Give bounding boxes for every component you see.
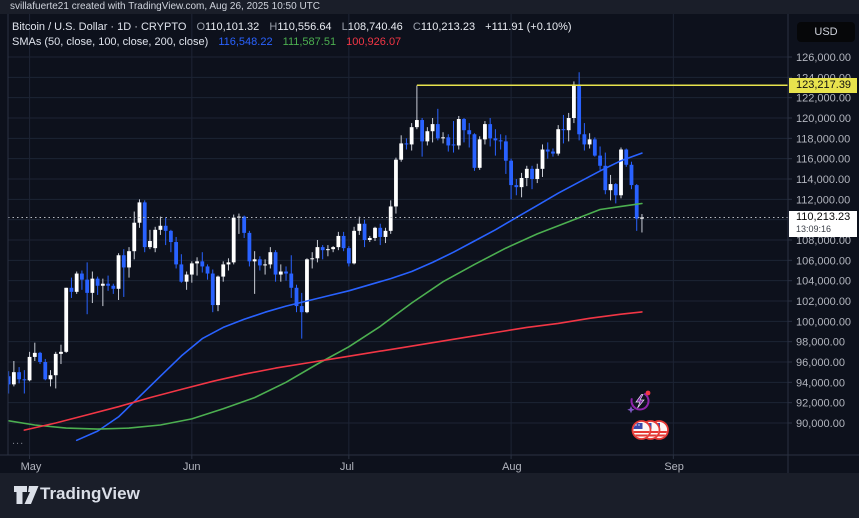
- footer-bar: TradingView: [0, 473, 859, 518]
- chart-canvas[interactable]: 126,000.00124,000.00122,000.00120,000.00…: [0, 14, 859, 473]
- price-axis-label: 100,000.00: [796, 316, 851, 328]
- attribution-bar: svillafuerte21 created with TradingView.…: [0, 0, 859, 14]
- symbol-title[interactable]: Bitcoin / U.S. Dollar · 1D · CRYPTO: [12, 21, 187, 33]
- ohlc-open-key: O: [196, 21, 206, 33]
- price-axis-label: 126,000.00: [796, 52, 851, 64]
- price-axis-label: 102,000.00: [796, 296, 851, 308]
- price-axis-label: 104,000.00: [796, 276, 851, 288]
- time-axis-label: Aug: [502, 461, 522, 473]
- attribution-text: svillafuerte21 created with TradingView.…: [10, 1, 320, 12]
- lightning-icon: [635, 394, 645, 409]
- ohlc-open-value: 110,101.32: [205, 21, 260, 33]
- level-price-flag: 123,217.39: [789, 77, 857, 93]
- price-axis-label: 116,000.00: [796, 154, 850, 166]
- sma100-value: 111,587.51: [282, 36, 337, 48]
- ohlc-close-key: C: [412, 21, 421, 33]
- price-axis-label: 96,000.00: [796, 357, 845, 369]
- ohlc-low-key: L: [341, 21, 348, 33]
- sma200-value: 100,926.07: [346, 36, 402, 48]
- price-axis-label: 120,000.00: [796, 113, 851, 125]
- price-axis-label: 98,000.00: [796, 337, 845, 349]
- ohlc-high-value: 110,556.64: [277, 21, 332, 33]
- sma200-line[interactable]: [23, 311, 643, 431]
- time-axis[interactable]: May Jun Jul Aug Sep: [21, 455, 684, 473]
- flag-coin-icon: [631, 420, 669, 440]
- currency-toggle-button[interactable]: USD: [797, 22, 855, 42]
- time-axis-label: Jun: [183, 461, 201, 473]
- time-axis-label: May: [21, 461, 42, 473]
- ohlc-close-value: 110,213.23: [420, 21, 476, 33]
- last-price-value: 110,213.23: [796, 211, 851, 224]
- sparkle-icon: [627, 406, 635, 414]
- price-axis-label: 118,000.00: [796, 133, 850, 145]
- chart-pane[interactable]: 126,000.00124,000.00122,000.00120,000.00…: [0, 14, 859, 473]
- bar-countdown: 13:09:16: [796, 224, 832, 235]
- price-axis-label: 114,000.00: [796, 174, 850, 186]
- sma-legend-row[interactable]: SMAs (50, close, 100, close, 200, close)…: [12, 35, 572, 49]
- price-axis-label: 108,000.00: [796, 235, 851, 247]
- sma50-line[interactable]: [75, 152, 643, 442]
- ohlc-low-value: 108,740.46: [347, 21, 403, 33]
- red-dot-icon: [645, 390, 651, 396]
- price-axis-label: 94,000.00: [796, 377, 845, 389]
- price-axis[interactable]: 126,000.00124,000.00122,000.00120,000.00…: [788, 52, 851, 430]
- sma100-line[interactable]: [3, 202, 643, 430]
- symbol-legend-row[interactable]: Bitcoin / U.S. Dollar · 1D · CRYPTO O110…: [12, 20, 572, 34]
- price-axis-label: 122,000.00: [796, 93, 851, 105]
- energy-sticker[interactable]: [627, 386, 653, 419]
- price-axis-label: 90,000.00: [796, 418, 845, 430]
- price-axis-label: 92,000.00: [796, 398, 845, 410]
- change-value: +111.91 (+0.10%): [485, 21, 572, 33]
- candles-layer: [8, 72, 644, 394]
- time-axis-label: Jul: [340, 461, 354, 473]
- price-axis-label: 106,000.00: [796, 255, 851, 267]
- flag-coins-sticker[interactable]: [631, 419, 671, 446]
- time-axis-label: Sep: [664, 461, 684, 473]
- sma-label[interactable]: SMAs (50, close, 100, close, 200, close): [12, 36, 209, 48]
- ohlc-high-key: H: [269, 21, 278, 33]
- grid-layer: [8, 14, 788, 455]
- legend-more-ellipsis[interactable]: ...: [12, 435, 25, 447]
- tradingview-logo-icon[interactable]: [13, 483, 39, 507]
- price-axis-label: 112,000.00: [796, 194, 850, 206]
- chart-legend: Bitcoin / U.S. Dollar · 1D · CRYPTO O110…: [12, 20, 572, 50]
- tradingview-brand-text[interactable]: TradingView: [40, 484, 140, 503]
- last-price-flag: 110,213.23 13:09:16: [789, 211, 857, 238]
- sma50-value: 116,548.22: [218, 36, 273, 48]
